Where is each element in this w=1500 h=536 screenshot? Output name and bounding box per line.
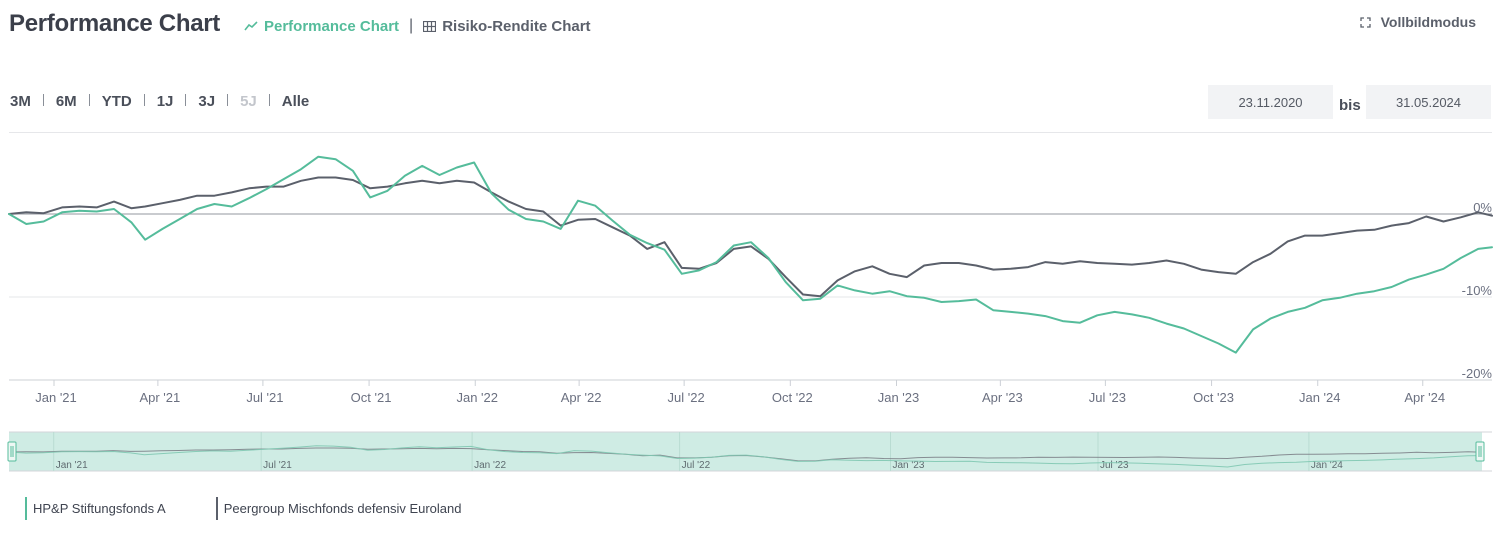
navigator-tick-label: Jul '23 [1100, 460, 1129, 471]
legend-item-fund[interactable]: HP&P Stiftungsfonds A [25, 497, 166, 520]
navigator-handle-right[interactable] [1475, 441, 1485, 462]
navigator-background [9, 432, 1482, 471]
navigator-handle-left[interactable] [7, 441, 17, 462]
range-navigator[interactable]: Jan '21 Jul '21 Jan '22 Jul '22 Jan '23 Jul '… [7, 431, 1492, 472]
range-divider [185, 93, 187, 106]
x-tick-label: Jan '22 [456, 390, 498, 405]
range-5j: 5J [240, 93, 257, 110]
legend-label-peergroup: Peergroup Mischfonds defensiv Euroland [223, 501, 462, 516]
gridlines [9, 213, 1492, 381]
tab-performance-chart[interactable]: Performance Chart [244, 18, 399, 35]
x-tick-label: Jan '21 [35, 390, 77, 405]
range-alle[interactable]: Alle [281, 93, 310, 110]
fullscreen-button[interactable]: Vollbildmodus [1359, 14, 1476, 30]
series-lines [8, 155, 1493, 354]
x-tick-label: Oct '22 [772, 390, 813, 405]
x-tick-label: Apr '24 [1404, 390, 1445, 405]
y-tick-label: -10% [1462, 283, 1493, 298]
range-ytd[interactable]: YTD [101, 93, 132, 110]
legend-item-peergroup[interactable]: Peergroup Mischfonds defensiv Euroland [215, 497, 462, 520]
x-tick-label: Jan '23 [878, 390, 920, 405]
date-to-input[interactable]: 31.05.2024 [1366, 85, 1491, 119]
y-tick-label: 0% [1473, 200, 1492, 215]
expand-icon [1359, 16, 1371, 28]
tab-separator: | [409, 17, 414, 34]
x-tick-label: Oct '21 [351, 390, 392, 405]
header-divider [9, 132, 1492, 133]
series-line-fund [8, 155, 1493, 354]
range-3m[interactable]: 3M [10, 93, 31, 110]
range-selector: 3M 6M YTD 1J 3J 5J Alle [10, 93, 309, 110]
navigator-tick-label: Jul '21 [263, 460, 292, 471]
tab-risk-return-chart[interactable]: Risiko-Rendite Chart [423, 17, 591, 35]
view-tabs: Performance Chart | Risiko-Rendite Chart [244, 17, 591, 35]
x-tick-label: Jan '24 [1299, 390, 1341, 405]
navigator-line-fund [8, 445, 1483, 468]
x-tick-label: Jul '21 [246, 390, 283, 405]
range-1j[interactable]: 1J [156, 93, 174, 110]
range-divider [88, 93, 90, 106]
y-axis: 0% -10% -20% [1462, 200, 1493, 381]
navigator-tick-label: Jul '22 [682, 460, 711, 471]
navigator-tick-label: Jan '23 [893, 460, 925, 471]
x-tick-label: Jul '23 [1089, 390, 1126, 405]
x-tick-label: Apr '22 [561, 390, 602, 405]
line-chart-icon [244, 21, 258, 31]
page-title: Performance Chart [9, 10, 220, 37]
range-divider [42, 93, 44, 106]
tab-risk-return-chart-label: Risiko-Rendite Chart [442, 17, 591, 35]
tab-performance-chart-label: Performance Chart [264, 17, 400, 35]
range-divider [227, 93, 229, 106]
range-divider [143, 93, 145, 106]
legend-label-fund: HP&P Stiftungsfonds A [33, 501, 166, 516]
date-separator-label: bis [1339, 97, 1361, 114]
navigator-tick-label: Jan '21 [56, 460, 88, 471]
navigator-tick-label: Jan '22 [474, 460, 506, 471]
x-axis: Jan '21 Apr '21 Jul '21 Oct '21 Jan '22 Apr '… [9, 379, 1492, 405]
fullscreen-label: Vollbildmodus [1380, 14, 1476, 30]
range-divider [268, 93, 270, 106]
series-line-peergroup [8, 176, 1493, 298]
x-tick-label: Apr '23 [982, 390, 1023, 405]
navigator-tick-label: Jan '24 [1311, 460, 1343, 471]
grid-icon [423, 20, 437, 32]
x-tick-label: Apr '21 [139, 390, 180, 405]
chart-legend: HP&P Stiftungsfonds A Peergroup Mischfon… [25, 497, 512, 520]
range-6m[interactable]: 6M [55, 93, 77, 110]
x-tick-label: Oct '23 [1193, 390, 1234, 405]
x-tick-label: Jul '22 [668, 390, 705, 405]
y-tick-label: -20% [1462, 366, 1493, 381]
date-from-input[interactable]: 23.11.2020 [1208, 85, 1333, 119]
range-3j[interactable]: 3J [198, 93, 216, 110]
